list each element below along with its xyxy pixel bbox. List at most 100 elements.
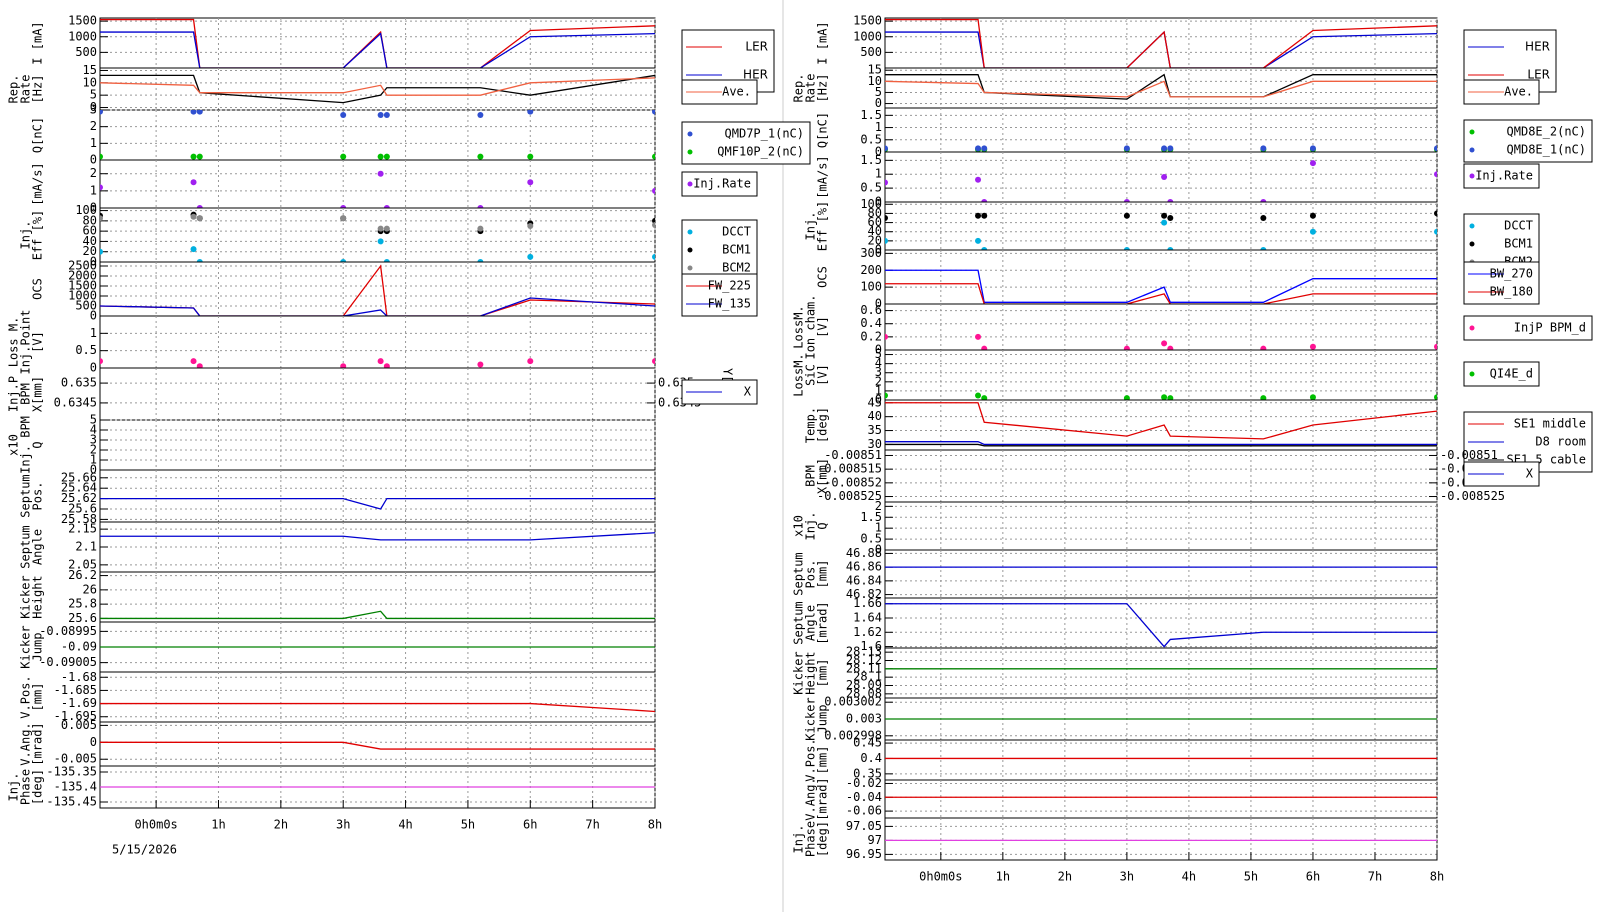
y-axis-label: [V]: [816, 364, 830, 386]
series-line: [100, 31, 655, 68]
data-point: [477, 225, 484, 232]
y-axis-label: OCS: [31, 278, 45, 300]
series-group: [100, 497, 655, 510]
y-tick-label: 28.09: [846, 678, 882, 692]
series-group: [100, 702, 655, 713]
y-tick-label: -0.08995: [39, 624, 97, 638]
series-line: [885, 80, 1437, 98]
y-axis-label: Angle: [804, 605, 818, 641]
x-tick-label: 7h: [585, 818, 599, 832]
legend-label: BCM1: [1504, 237, 1533, 251]
y-axis-label: V.Ang.: [804, 777, 818, 820]
legend-box: [1463, 119, 1593, 163]
y-tick-label: 0.35: [853, 766, 882, 780]
y-axis-label: Septum: [19, 474, 33, 517]
y-tick-label: 1000: [68, 289, 97, 303]
data-point: [1167, 395, 1174, 400]
y-axis-label: X[mm]: [816, 458, 830, 494]
y-tick-label: 1: [90, 326, 97, 340]
data-point: [885, 145, 888, 152]
series-group: [100, 211, 655, 262]
legend-box: [681, 121, 811, 165]
data-point: [190, 110, 197, 115]
data-point: [652, 187, 655, 194]
y-tick-label: 0: [90, 100, 97, 114]
y-axis-label: Inj.P: [7, 376, 21, 412]
series-group: [885, 269, 1437, 304]
data-point: [340, 363, 347, 368]
y-tick-label: 2.05: [68, 557, 97, 571]
data-point: [377, 225, 384, 232]
data-point: [377, 238, 384, 245]
y-axis-label: LossM.: [792, 305, 806, 348]
data-point: [1167, 215, 1174, 221]
y-tick-label: 0: [90, 463, 97, 477]
legend-label: Inj.Rate: [1475, 169, 1533, 183]
data-point: [1167, 145, 1174, 152]
y-tick-label: 25.62: [61, 491, 97, 505]
data-point: [1260, 145, 1267, 152]
y-axis-label: Septum: [19, 525, 33, 568]
x-tick-label: 0h0m0s: [919, 870, 962, 884]
legend-label: QMD7P_1(nC): [725, 127, 804, 141]
data-point: [1309, 212, 1316, 219]
x-tick-label: 5h: [461, 818, 475, 832]
legend-label: QMF10P_2(nC): [717, 145, 804, 159]
y-tick-label: 1.6: [860, 639, 882, 653]
y-axis-label: [mm]: [31, 683, 45, 712]
data-point: [975, 145, 982, 152]
y-tick-label: -135.4: [54, 780, 97, 794]
data-point: [1434, 228, 1437, 235]
y-axis-label: BPM: [19, 383, 33, 405]
x-tick-label: 1h: [996, 870, 1010, 884]
legend-marker: [687, 131, 693, 137]
data-point: [100, 110, 103, 115]
y-tick-label: 100: [75, 203, 97, 217]
series-line: [100, 18, 655, 68]
legend-marker: [687, 149, 693, 155]
data-point: [1123, 212, 1130, 219]
y-tick-label: 25.6: [68, 611, 97, 625]
y-tick-label: 26.2: [68, 568, 97, 582]
y-tick-label: 0.4: [860, 316, 882, 330]
y-tick-label: 40: [868, 409, 882, 423]
y-tick-label: 45: [868, 395, 882, 409]
legend-marker: [1469, 241, 1475, 247]
y-tick-label: 0: [875, 243, 882, 257]
y-axis-label: Eff [%]: [31, 210, 45, 261]
y-axis-label: Q: [31, 441, 45, 448]
data-point: [1123, 145, 1130, 152]
data-point: [975, 212, 982, 219]
y-tick-label: 0.4: [860, 751, 882, 765]
series-line: [100, 497, 655, 510]
y-tick-label: 25.64: [61, 481, 97, 495]
y-tick-label: 2: [90, 443, 97, 457]
data-point: [1161, 340, 1168, 347]
y-tick-label: 0.5: [75, 343, 97, 357]
data-point: [477, 153, 484, 160]
data-point: [885, 179, 888, 186]
y2-tick-label: -0.008525: [1440, 489, 1505, 503]
y-tick-label: 0.002998: [824, 728, 882, 742]
y-axis-label: Height: [31, 575, 45, 618]
data-point: [527, 110, 534, 115]
y-axis-label: Pos.: [804, 560, 818, 589]
legend-label: QI4E_d: [1490, 367, 1533, 381]
data-point: [975, 237, 982, 244]
series-group: [885, 18, 1437, 68]
data-point: [383, 153, 390, 160]
y-tick-label: 1: [90, 136, 97, 150]
y-axis-label: Inj.: [7, 773, 21, 802]
data-point: [1260, 345, 1267, 350]
series-group: [100, 18, 655, 68]
data-point: [340, 215, 347, 222]
data-point: [196, 110, 203, 115]
y-tick-label: 96.95: [846, 847, 882, 861]
y-axis-label: Jump: [31, 633, 45, 662]
y-tick-label: 2000: [68, 269, 97, 283]
y-axis-label: I [mA]: [816, 21, 830, 64]
data-point: [377, 170, 384, 177]
legend-box: [681, 219, 758, 281]
data-point: [1161, 394, 1168, 400]
data-point: [196, 205, 203, 208]
